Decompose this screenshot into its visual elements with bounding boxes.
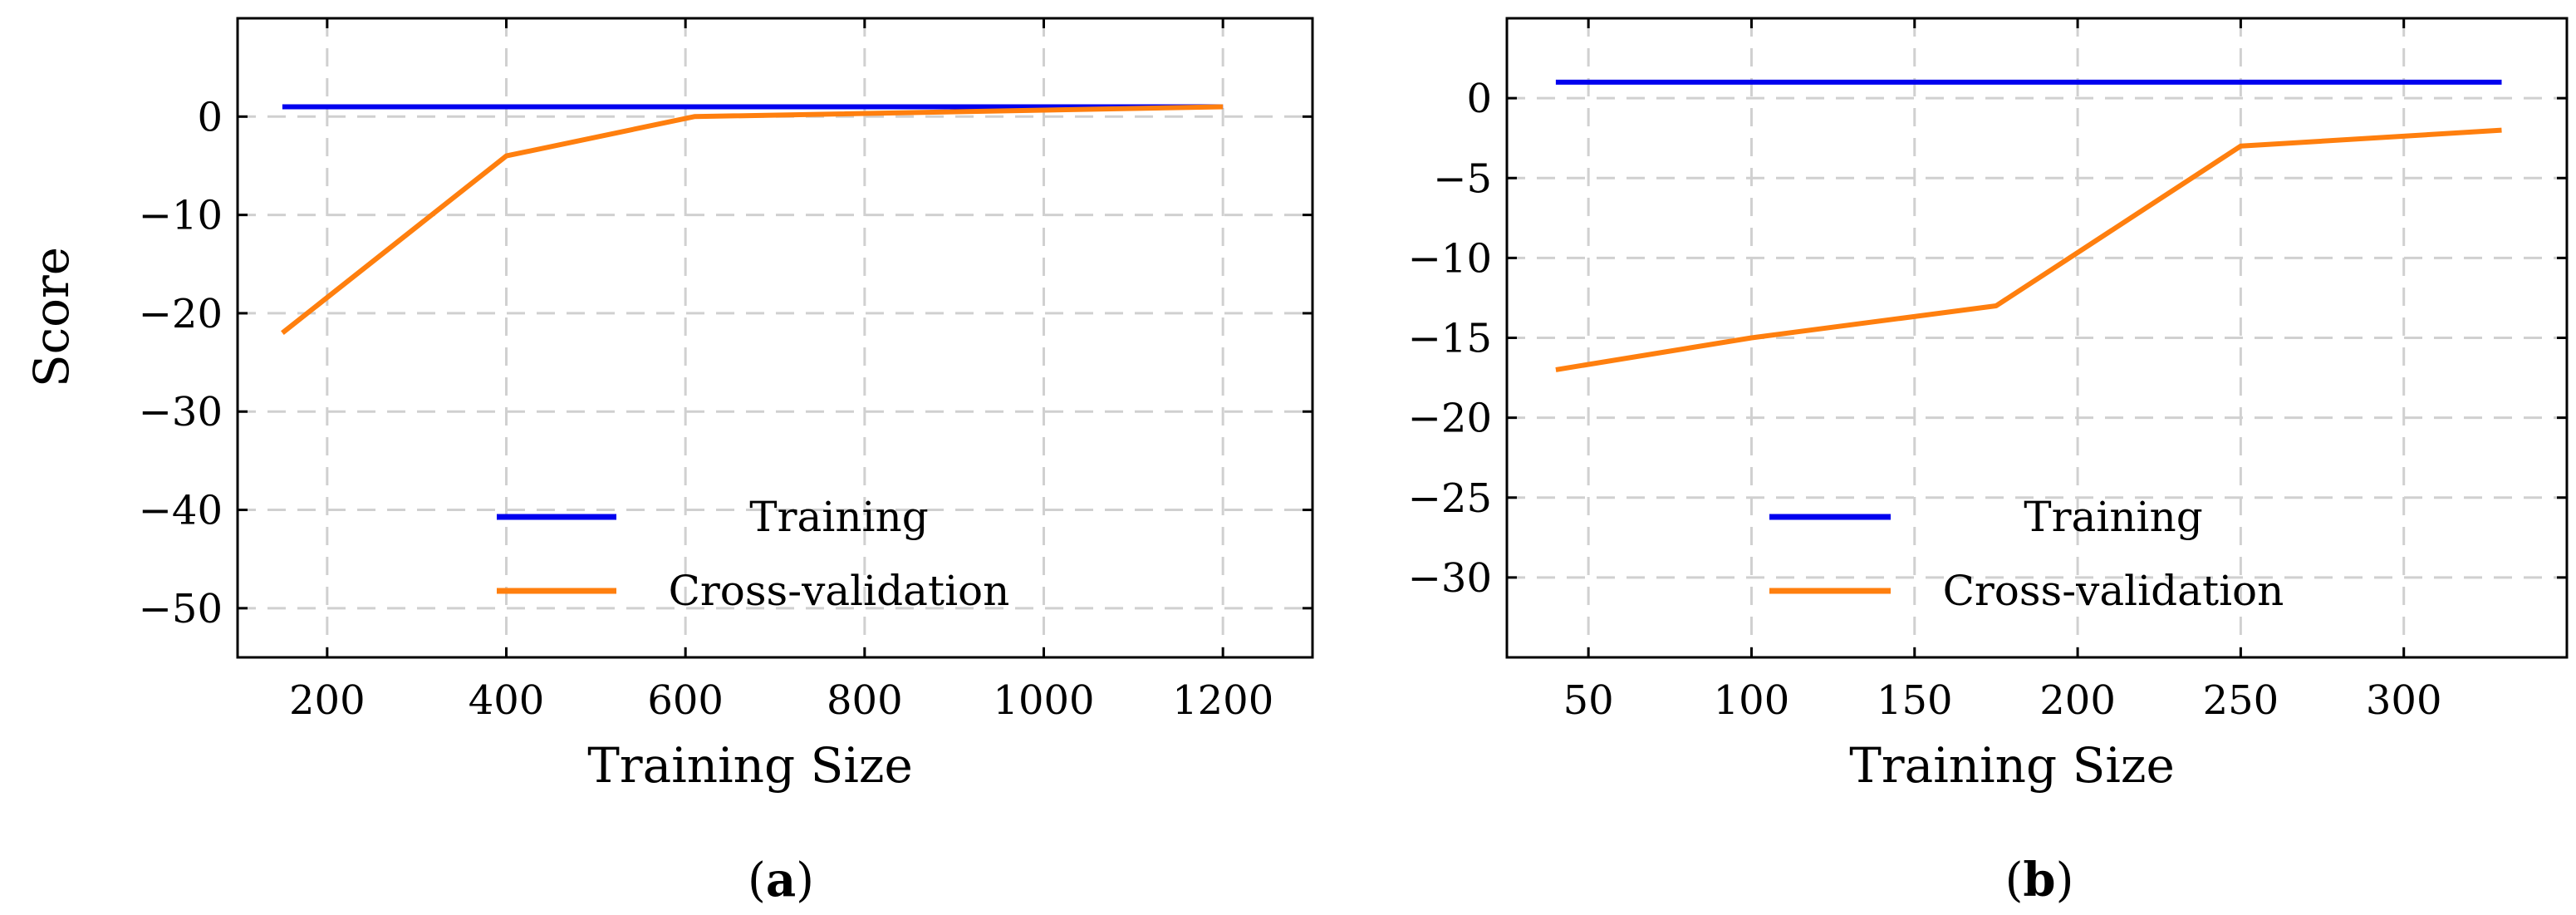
plot-frame <box>1505 17 2569 659</box>
y-tick-label: −30 <box>1408 555 1492 602</box>
y-tick-label: −10 <box>139 193 223 239</box>
caption-a: (a) <box>748 853 814 908</box>
x-tick-label: 400 <box>469 677 545 724</box>
y-tick-label: −20 <box>1408 396 1492 442</box>
x-tick-label: 200 <box>2039 677 2116 724</box>
y-tick-label: −50 <box>139 586 223 632</box>
y-tick-label: −40 <box>139 488 223 534</box>
caption-a-letter: a <box>766 853 796 908</box>
legend-label: Training <box>749 493 928 541</box>
x-tick-label: 300 <box>2366 677 2442 724</box>
y-tick-label: −30 <box>139 389 223 435</box>
y-tick-label: −20 <box>139 291 223 337</box>
x-tick-label: 1000 <box>993 677 1094 724</box>
y-axis-label: Score <box>23 247 80 387</box>
y-tick-label: −15 <box>1408 316 1492 362</box>
x-tick-label: 800 <box>827 677 903 724</box>
x-tick-label: 1200 <box>1172 677 1273 724</box>
caption-b-letter: b <box>2023 853 2055 908</box>
x-tick-label: 150 <box>1877 677 1953 724</box>
x-tick-label: 600 <box>647 677 724 724</box>
panel-b: 50 100 150 200 250 300 0 −5 −10 −15 −20 −25 −30 Train… <box>1408 17 2569 794</box>
panel-a: 200 400 600 800 1000 1200 0 −10 −20 −30 −40 −50 Trai… <box>23 17 1314 794</box>
y-tick-label: −5 <box>1433 155 1492 202</box>
x-tick-label: 200 <box>289 677 366 724</box>
series-cross-validation <box>281 104 1224 335</box>
caption-b: (b) <box>2005 853 2074 908</box>
y-tick-label: −10 <box>1408 235 1492 282</box>
x-tick-label: 50 <box>1563 677 1614 724</box>
x-axis-label: Training Size <box>1849 737 2175 794</box>
legend-label: Cross-validation <box>1943 567 2284 615</box>
series-cross-validation <box>1555 127 2502 372</box>
y-tick-label: −25 <box>1408 475 1492 522</box>
legend-label: Cross-validation <box>669 567 1010 615</box>
x-axis-label: Training Size <box>587 737 913 794</box>
y-tick-label: 0 <box>1466 76 1492 122</box>
plot-frame <box>236 17 1314 659</box>
x-tick-label: 250 <box>2203 677 2279 724</box>
x-tick-label: 100 <box>1714 677 1790 724</box>
y-tick-label: 0 <box>197 94 223 140</box>
legend-label: Training <box>2024 493 2202 541</box>
